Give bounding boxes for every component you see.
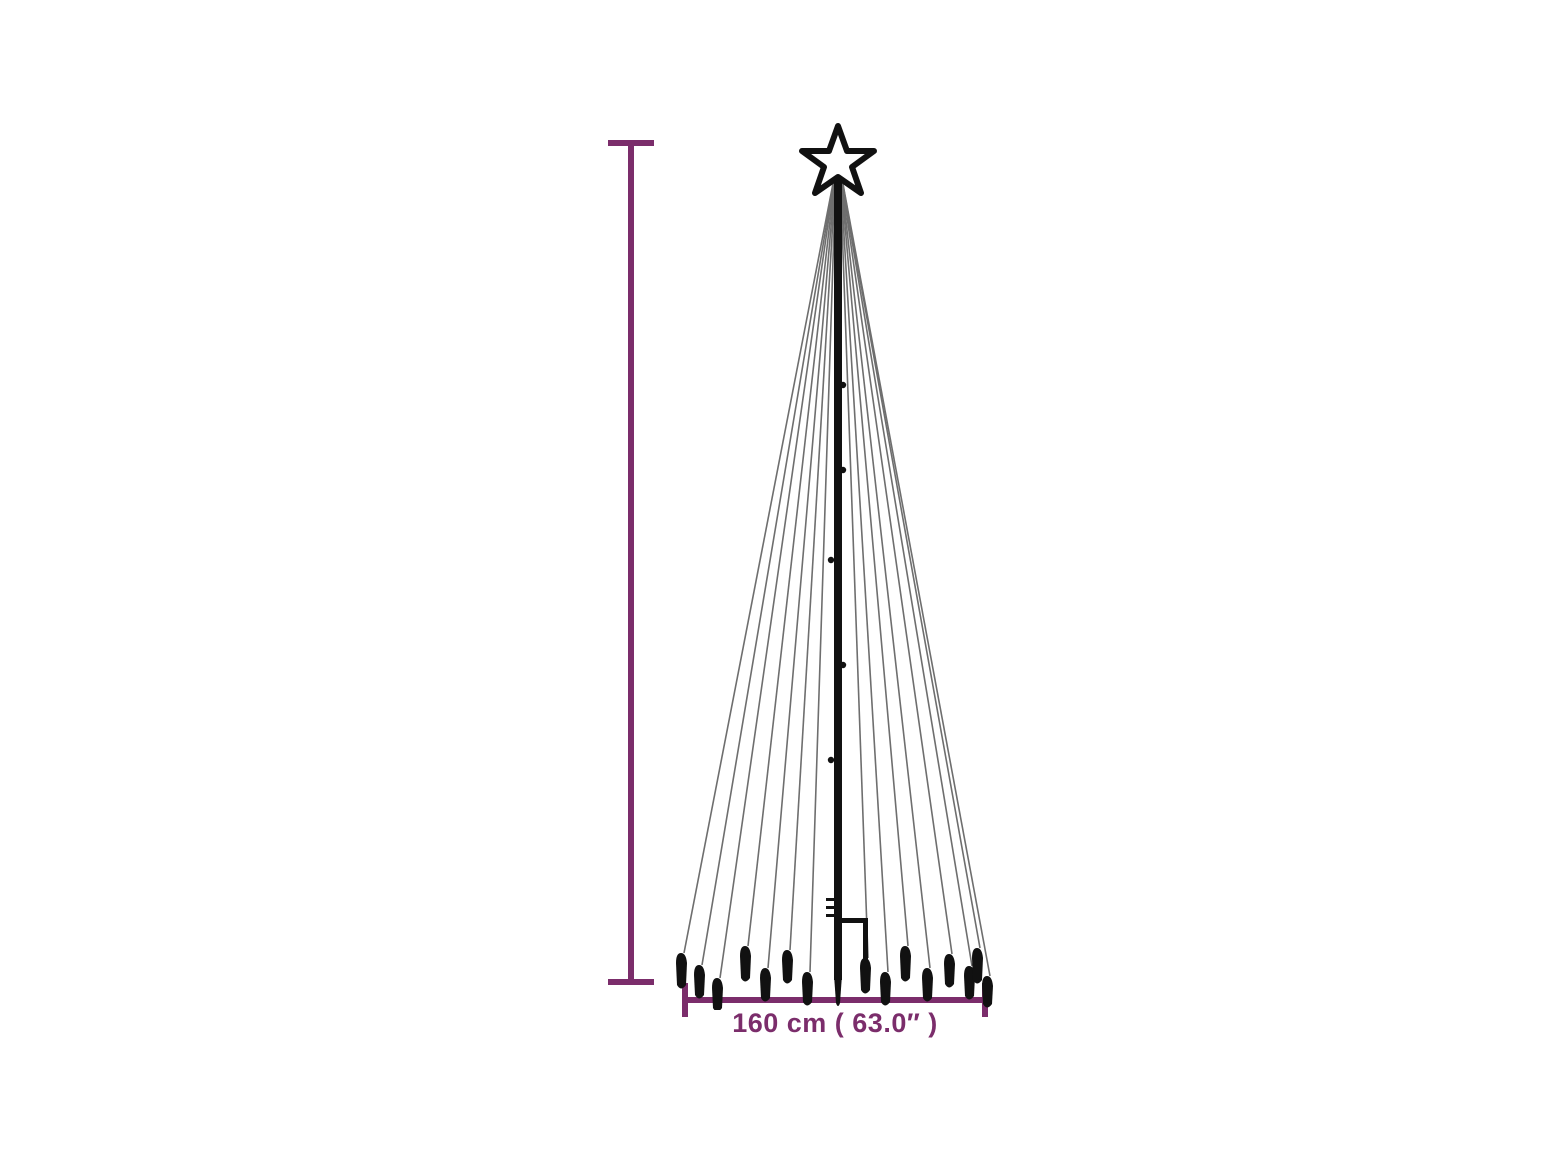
center-pole bbox=[827, 170, 847, 980]
height-dimension-cap-top bbox=[608, 140, 654, 146]
star-icon bbox=[799, 123, 877, 196]
ground-stakes bbox=[676, 946, 993, 1010]
height-dimension-cap-bottom bbox=[608, 979, 654, 985]
light-strands bbox=[683, 167, 991, 979]
foot-pedal-bracket bbox=[826, 898, 868, 980]
width-dimension-label: 160 cm ( 63.0″ ) bbox=[732, 1008, 938, 1038]
width-dimension-line bbox=[682, 997, 988, 1003]
height-dimension-line bbox=[628, 140, 634, 985]
ground-spike bbox=[834, 975, 842, 1006]
product-illustration bbox=[640, 120, 1040, 1010]
width-dimension-cap-left bbox=[682, 983, 688, 1017]
